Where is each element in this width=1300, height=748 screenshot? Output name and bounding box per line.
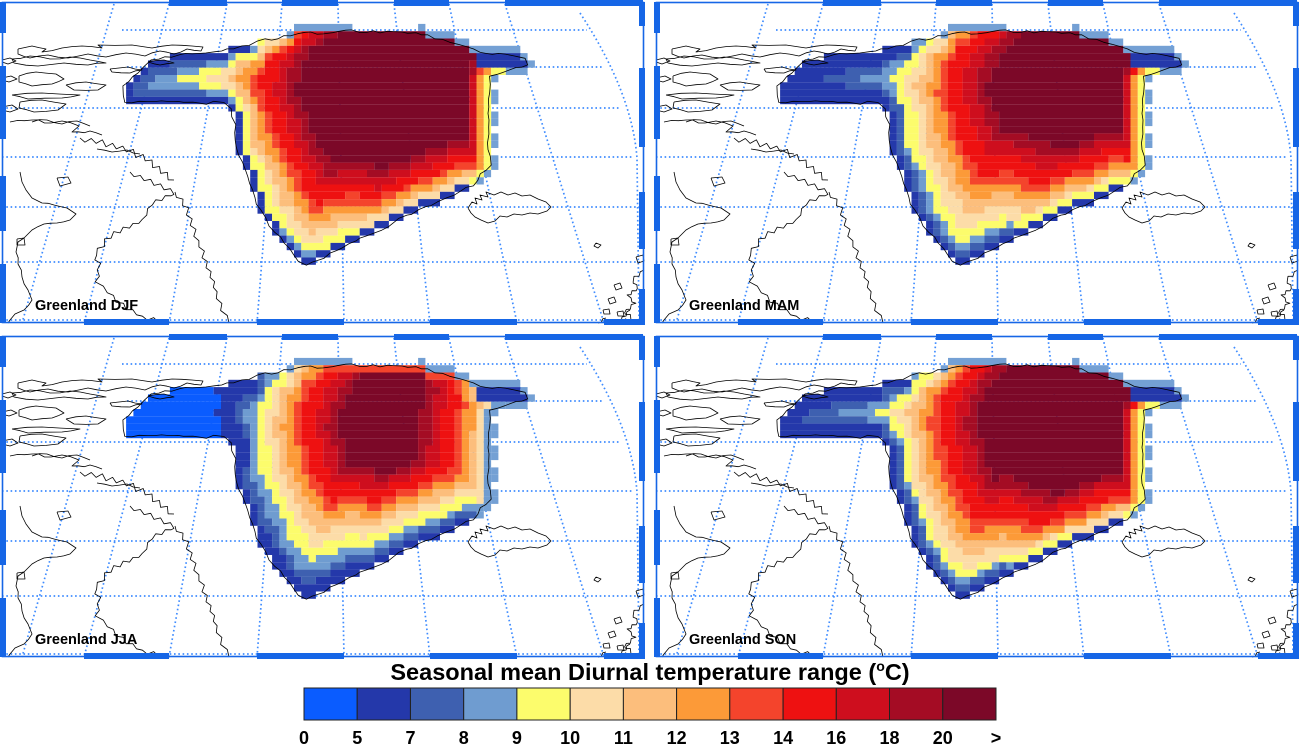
svg-text:11: 11	[614, 728, 633, 748]
svg-text:9: 9	[512, 728, 522, 748]
svg-text:20: 20	[933, 728, 953, 748]
svg-text:Greenland MAM: Greenland MAM	[689, 298, 799, 314]
svg-text:16: 16	[826, 728, 846, 748]
svg-text:7: 7	[405, 728, 415, 748]
svg-text:Greenland DJF: Greenland DJF	[35, 298, 138, 314]
svg-text:5: 5	[352, 728, 362, 748]
svg-text:18: 18	[879, 728, 899, 748]
svg-text:Greenland SON: Greenland SON	[689, 632, 796, 648]
svg-text:14: 14	[773, 728, 793, 748]
svg-text:0: 0	[299, 728, 309, 748]
svg-text:10: 10	[560, 728, 580, 748]
svg-text:13: 13	[720, 728, 740, 748]
svg-text:12: 12	[667, 728, 687, 748]
svg-text:>: >	[991, 728, 1002, 748]
svg-text:Greenland JJA: Greenland JJA	[35, 632, 138, 648]
svg-text:8: 8	[459, 728, 469, 748]
